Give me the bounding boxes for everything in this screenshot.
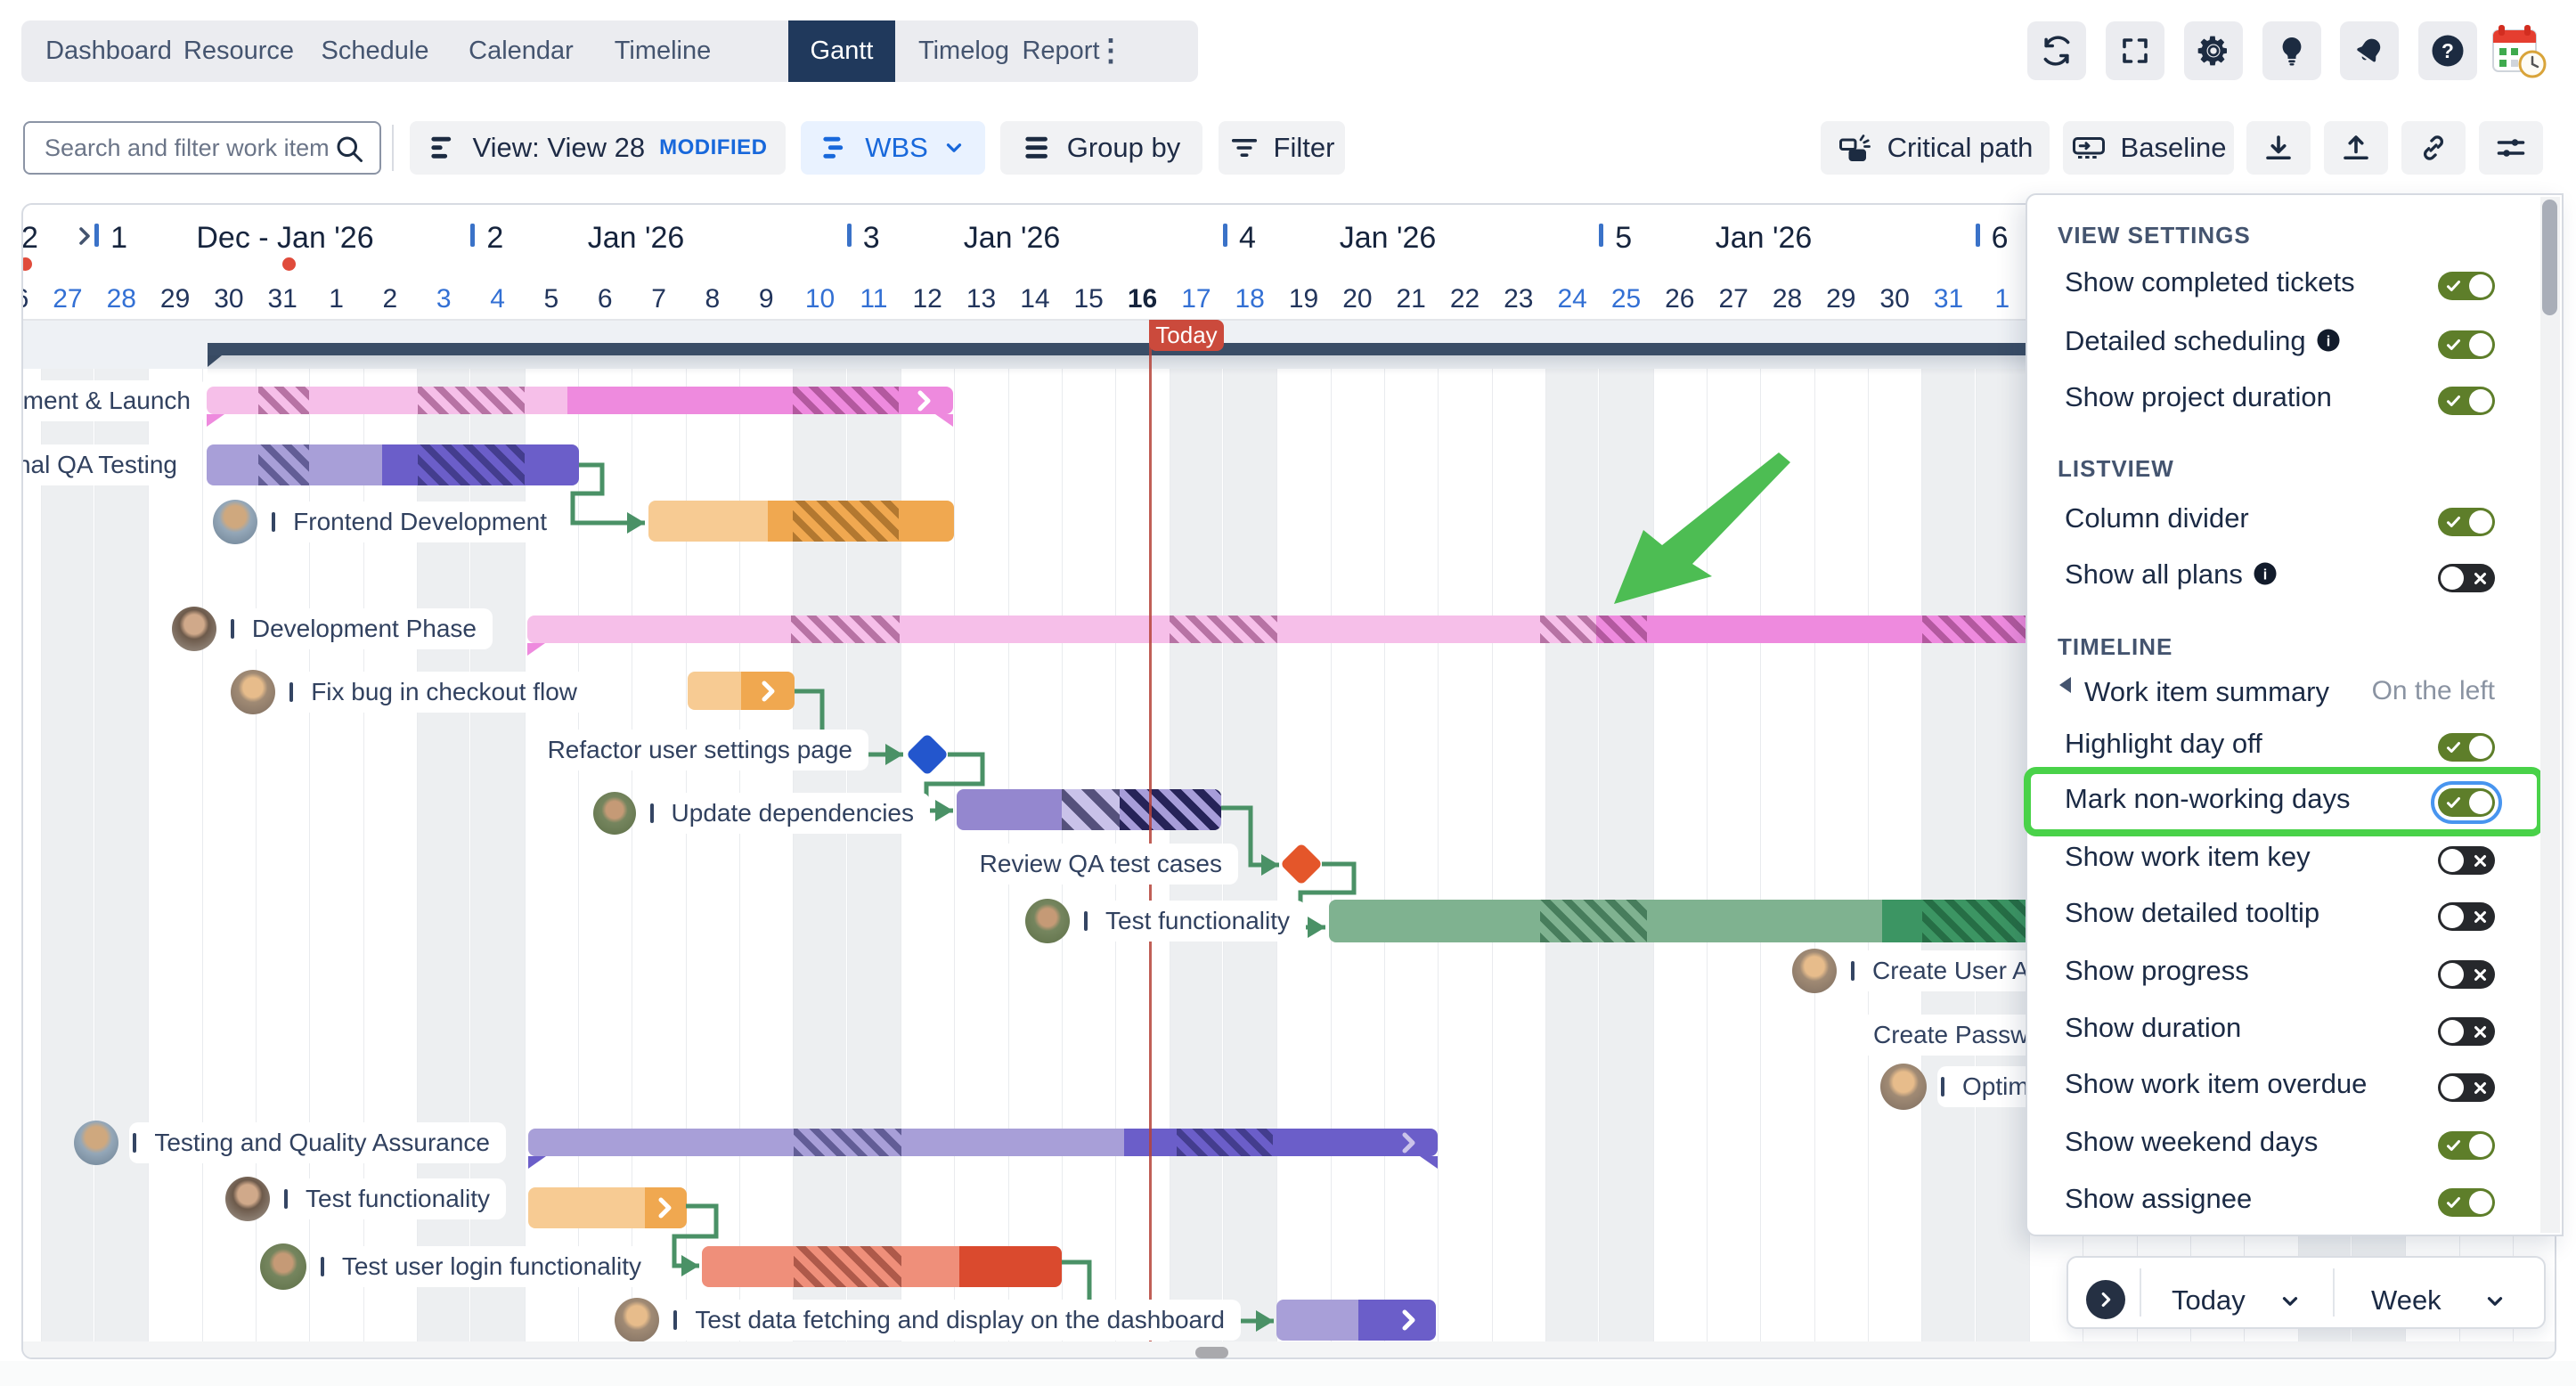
- svg-text:?: ?: [2441, 39, 2454, 62]
- svg-text:i: i: [2326, 333, 2330, 349]
- svg-text:i: i: [2263, 567, 2268, 583]
